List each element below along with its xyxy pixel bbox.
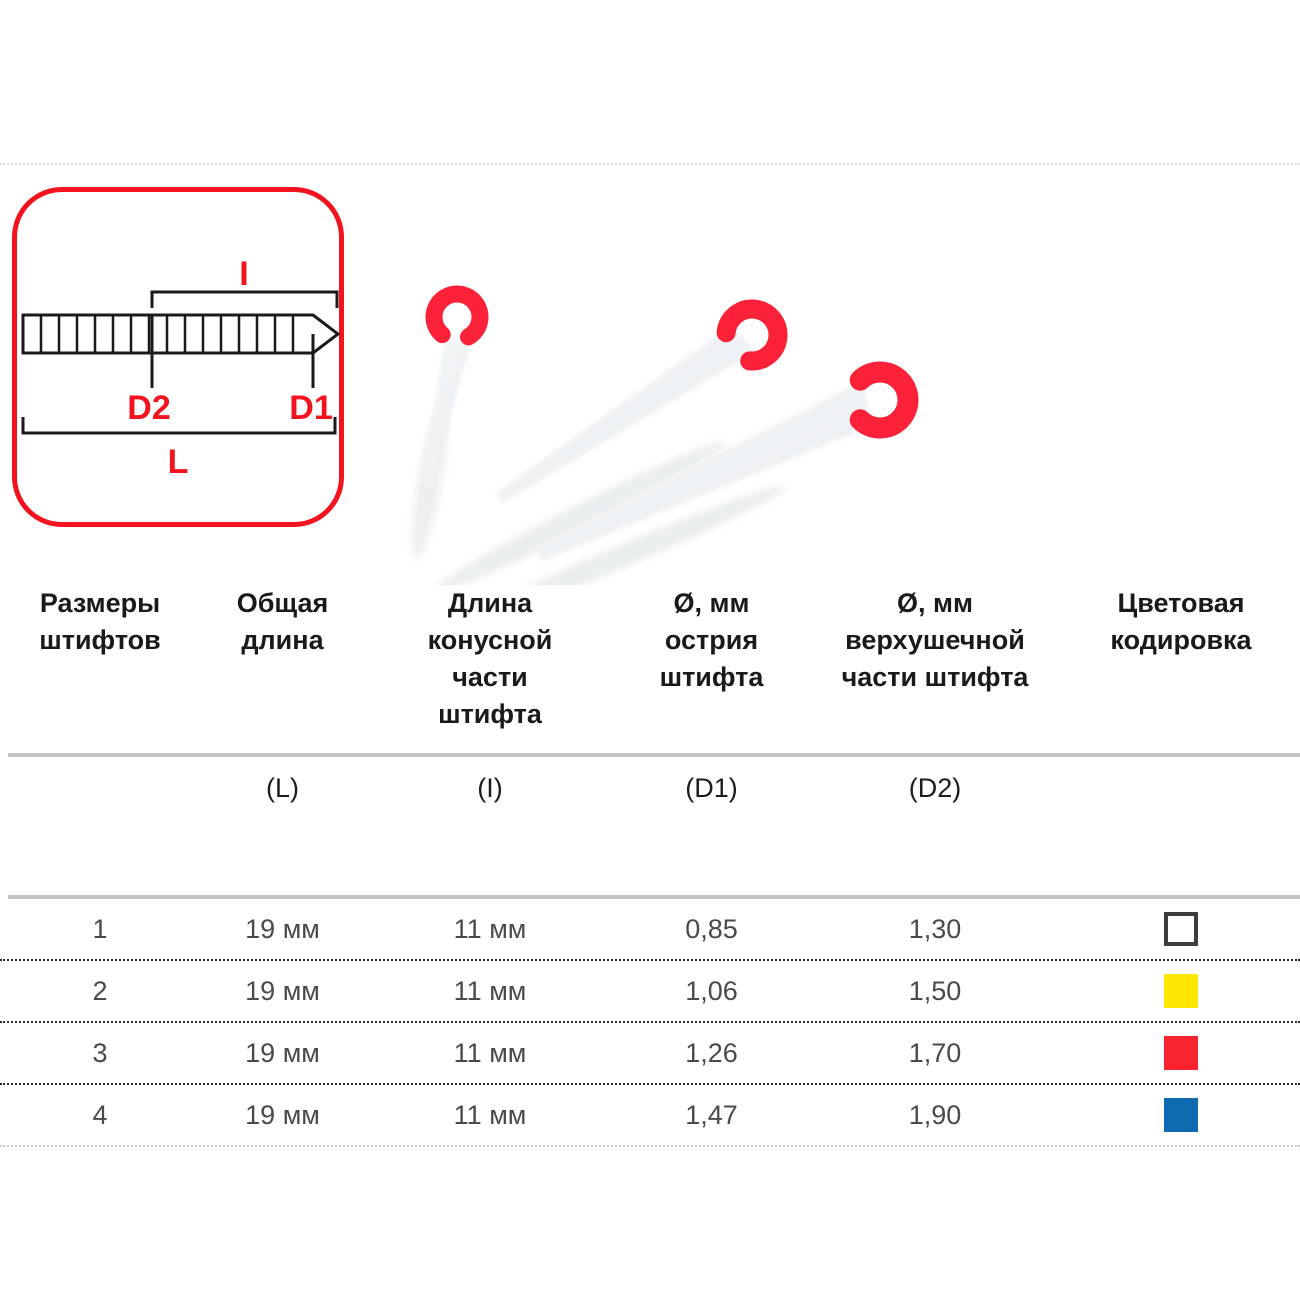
- total-length-cell: 19 мм: [245, 1037, 320, 1068]
- color-swatch-red: [1164, 1036, 1198, 1070]
- size-cell: 2: [92, 975, 108, 1006]
- color-swatch-yellow: [1164, 974, 1198, 1008]
- subheader-divider: [8, 895, 1300, 899]
- taper-length-bracket: [150, 290, 339, 308]
- table-row: 2 19 мм 11 мм 1,06 1,50: [0, 961, 1300, 1023]
- table-row: 1 19 мм 11 мм 0,85 1,30: [0, 899, 1300, 961]
- total-length-cell: 19 мм: [245, 975, 320, 1006]
- cone-length-cell: 11 мм: [453, 1099, 527, 1130]
- pin-2: [495, 299, 788, 503]
- table-subheader-row: (L) (I) (D1) (D2): [0, 757, 1300, 895]
- subheader-empty: [0, 757, 200, 895]
- pin-segments: [39, 315, 295, 353]
- total-length-cell: 19 мм: [245, 1099, 320, 1130]
- subheader-empty: [1062, 757, 1300, 895]
- total-length-cell: 19 мм: [245, 913, 320, 944]
- d2-cell: 1,30: [908, 913, 962, 944]
- pin-1: [422, 285, 489, 491]
- subheader-D1: (D1): [685, 773, 738, 803]
- taper-length-label: I: [239, 255, 248, 293]
- header-tip-diameter: Ø, мм острия штифта: [659, 588, 764, 692]
- size-cell: 3: [92, 1037, 108, 1068]
- total-length-bracket: [21, 417, 337, 435]
- header-total-length: Общая длина: [236, 588, 329, 655]
- faded-top-rule: [0, 163, 1300, 165]
- total-length-label: L: [168, 443, 189, 481]
- size-cell: 1: [92, 913, 108, 944]
- pin-3: [533, 361, 919, 561]
- subheader-I: (I): [477, 773, 503, 803]
- pin-2-red-cap: [716, 299, 788, 371]
- size-cell: 4: [92, 1099, 108, 1130]
- cone-length-cell: 11 мм: [453, 1037, 527, 1068]
- table-header-row: Размеры штифтов Общая длина Длина конусн…: [0, 585, 1300, 753]
- d2-cell: 1,50: [908, 975, 962, 1006]
- subheader-L: (L): [266, 773, 299, 803]
- header-divider: [8, 753, 1300, 757]
- d1-cell: 1,06: [685, 975, 738, 1006]
- pin-dimension-diagram: I D2 D1 L: [21, 255, 341, 481]
- d1-cell: 1,26: [685, 1037, 738, 1068]
- d1-cell: 1,47: [685, 1099, 738, 1130]
- d1-cell: 0,85: [685, 913, 738, 944]
- d2-cell: 1,70: [908, 1037, 962, 1068]
- color-swatch-white: [1164, 912, 1198, 946]
- header-pin-sizes: Размеры штифтов: [39, 588, 161, 655]
- d2-label: D2: [127, 389, 170, 427]
- pin-1-red-cap: [425, 285, 489, 346]
- cone-length-cell: 11 мм: [453, 913, 527, 944]
- table-row: 4 19 мм 11 мм 1,47 1,90: [0, 1085, 1300, 1147]
- header-color-coding: Цветовая кодировка: [1110, 588, 1252, 655]
- table-row: 3 19 мм 11 мм 1,26 1,70: [0, 1023, 1300, 1085]
- subheader-D2: (D2): [908, 773, 962, 803]
- cone-length-cell: 11 мм: [453, 975, 527, 1006]
- pin-dimension-diagram-box: I D2 D1 L: [12, 187, 344, 527]
- pins-photo: [411, 285, 919, 585]
- pin-3-red-cap: [849, 361, 919, 439]
- header-apical-diameter: Ø, мм верхушечной части штифта: [841, 588, 1029, 692]
- header-cone-length: Длина конусной части штифта: [427, 588, 553, 729]
- pin-spec-table: Размеры штифтов Общая длина Длина конусн…: [0, 585, 1300, 1147]
- pin-outline: [21, 313, 341, 355]
- color-swatch-blue: [1164, 1098, 1198, 1132]
- d2-cell: 1,90: [908, 1099, 962, 1130]
- d1-label: D1: [289, 389, 332, 427]
